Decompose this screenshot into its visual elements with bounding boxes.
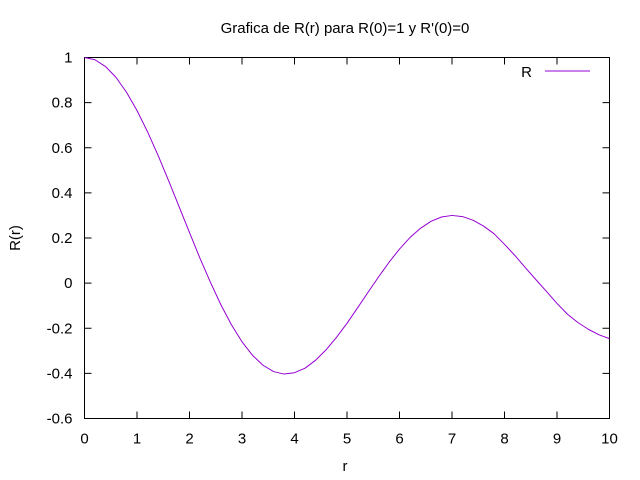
series-layer — [85, 58, 610, 375]
y-tick-label: 0 — [64, 275, 72, 292]
x-axis: 0 1 2 3 4 5 6 7 8 9 10 — [80, 58, 618, 448]
x-axis-label: r — [343, 458, 348, 475]
x-tick-label: 8 — [500, 431, 508, 448]
y-tick-label: 0.2 — [52, 230, 73, 247]
x-tick-label: 3 — [238, 431, 246, 448]
x-tick-label: 2 — [185, 431, 193, 448]
y-tick-label: -0.2 — [47, 320, 73, 337]
x-tick-label: 7 — [448, 431, 456, 448]
legend: R — [521, 64, 590, 81]
x-tick-label: 6 — [395, 431, 403, 448]
x-tick-label: 1 — [133, 431, 141, 448]
y-tick-label: 0.6 — [52, 140, 73, 157]
y-tick-label: -0.6 — [47, 411, 73, 428]
x-tick-label: 0 — [80, 431, 88, 448]
y-tick-label: -0.4 — [47, 365, 73, 382]
y-tick-label: 0.4 — [52, 185, 73, 202]
x-tick-label: 4 — [290, 431, 298, 448]
chart-title: Grafica de R(r) para R(0)=1 y R'(0)=0 — [221, 20, 470, 37]
x-tick-label: 5 — [343, 431, 351, 448]
x-tick-label: 9 — [553, 431, 561, 448]
y-axis-label: R(r) — [7, 225, 24, 251]
plot-frame — [85, 58, 610, 419]
series-line-R — [85, 58, 610, 375]
y-tick-label: 0.8 — [52, 95, 73, 112]
y-axis: -0.6 -0.4 -0.2 0 0.2 0.4 0.6 0.8 1 — [47, 50, 610, 428]
y-tick-label: 1 — [64, 50, 72, 67]
x-tick-label: 10 — [601, 431, 618, 448]
legend-label: R — [521, 64, 532, 81]
